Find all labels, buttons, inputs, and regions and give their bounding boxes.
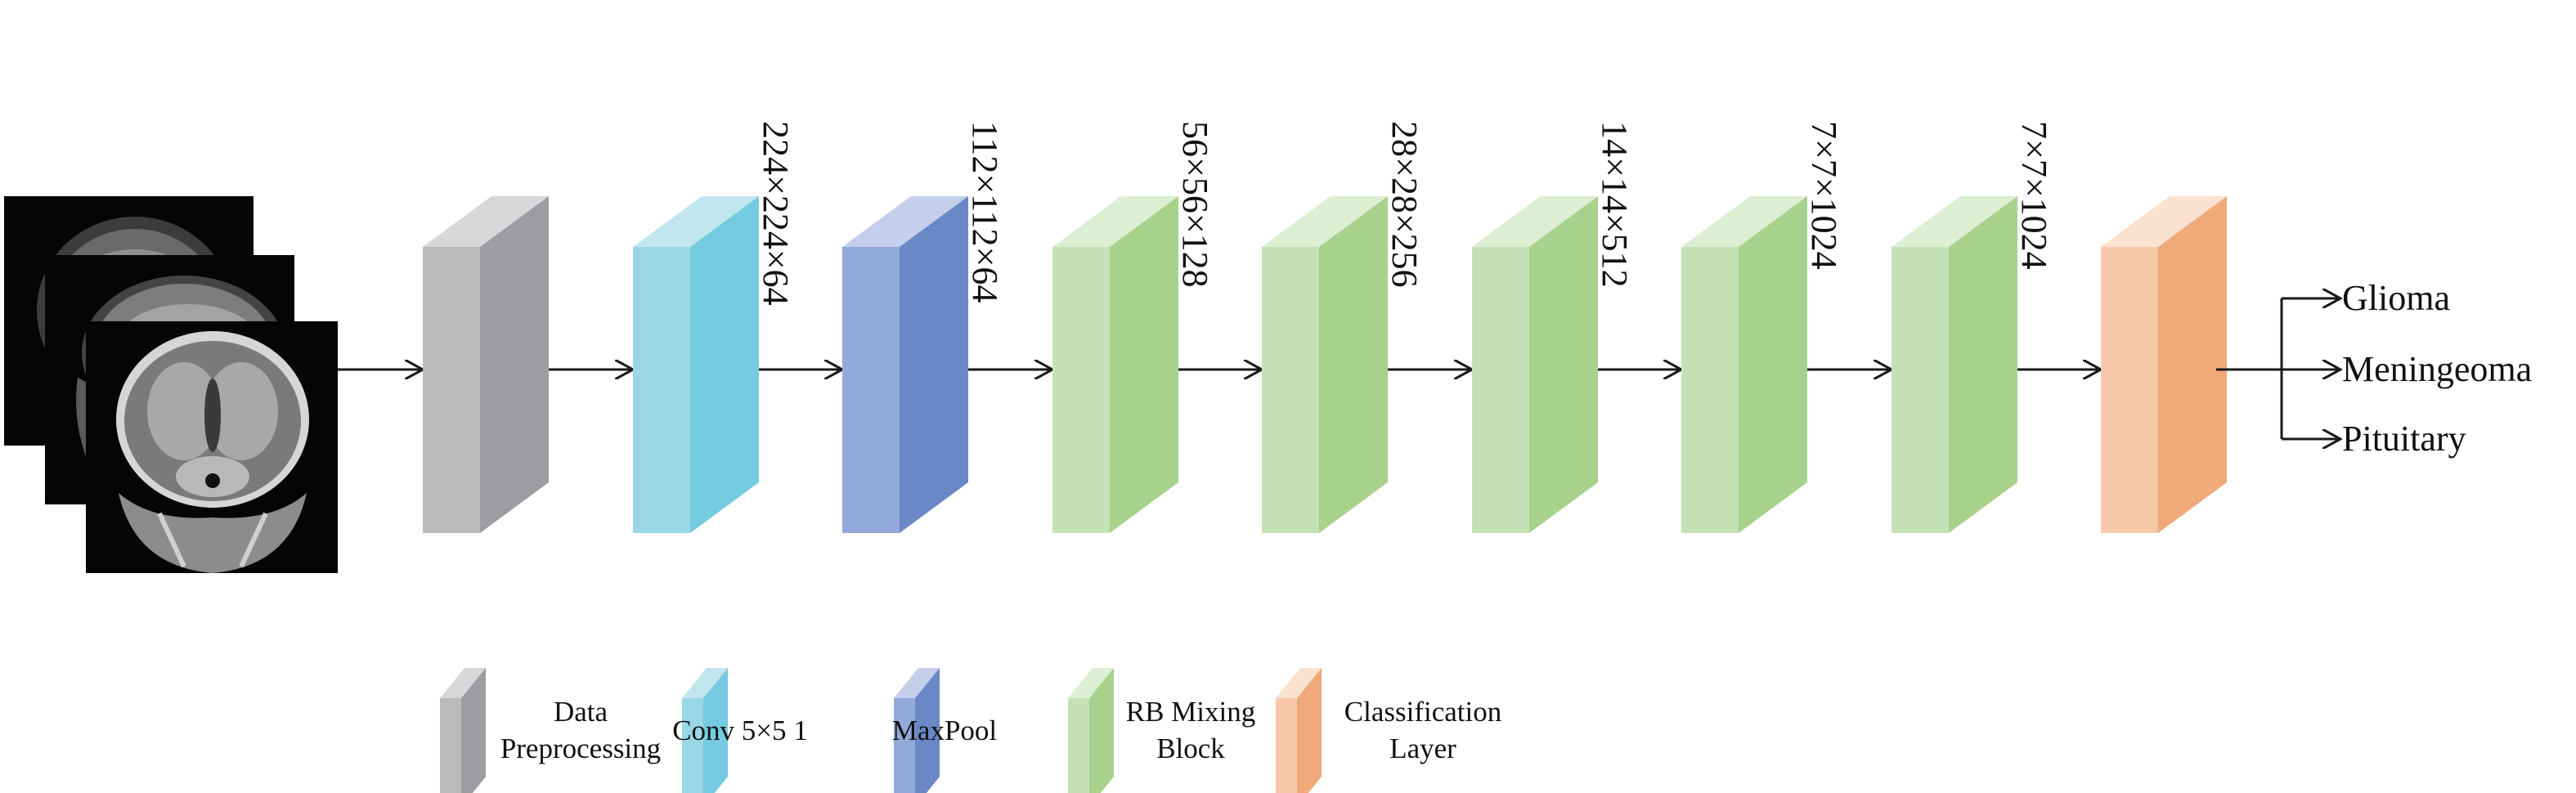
legend-label: Block	[1156, 733, 1225, 764]
legend-label: RB Mixing	[1126, 696, 1256, 728]
legend-swatch-cyan-side-face	[703, 668, 728, 793]
block-preprocessing	[423, 196, 549, 533]
block-rb-mixing-side-face	[1739, 196, 1807, 533]
legend-label: Data	[554, 696, 608, 728]
legend-swatch-cyan	[682, 668, 728, 793]
block-rb-mixing	[1052, 196, 1178, 533]
legend-swatch-green	[1068, 668, 1114, 793]
block-rb-mixing-side-face	[1110, 196, 1178, 533]
block-classification-top-face	[2101, 196, 2227, 247]
block-maxpool-side-face	[900, 196, 968, 533]
block-dims-label: 28×28×256	[1384, 121, 1425, 288]
block-dims-label: 112×112×64	[965, 121, 1005, 302]
block-classification	[2101, 196, 2227, 533]
block-rb-mixing	[1472, 196, 1598, 533]
block-rb-mixing-side-face	[1319, 196, 1388, 533]
output-label-pituitary: Pituitary	[2342, 419, 2466, 459]
legend-swatch-gray-side-face	[461, 668, 486, 793]
block-rb-mixing-top-face	[1472, 196, 1598, 247]
block-dims-label: 7×7×1024	[2014, 121, 2054, 270]
block-rb-mixing	[1681, 196, 1807, 533]
block-rb-mixing-top-face	[1262, 196, 1388, 247]
block-dims-label: 14×14×512	[1595, 121, 1635, 288]
legend-swatch-green-side-face	[1089, 668, 1114, 793]
block-rb-mixing-front-face	[1472, 247, 1529, 533]
output-label-meningeoma: Meningeoma	[2342, 349, 2532, 389]
block-preprocessing-front-face	[423, 247, 480, 533]
legend-swatch-orange	[1276, 668, 1322, 793]
block-dims-label: 56×56×128	[1175, 121, 1215, 288]
legend-label: MaxPool	[892, 715, 998, 746]
legend-swatch-cyan-top-face	[682, 668, 728, 698]
block-rb-mixing-side-face	[1529, 196, 1598, 533]
legend-swatch-gray	[440, 668, 486, 793]
legend-swatch-blue-side-face	[915, 668, 940, 793]
block-conv-top-face	[633, 196, 759, 247]
legend-label: Conv 5×5 1	[672, 715, 808, 746]
block-maxpool-top-face	[842, 196, 968, 247]
legend-swatch-gray-front-face	[440, 698, 461, 793]
block-rb-mixing-top-face	[1052, 196, 1178, 247]
block-rb-mixing-front-face	[1262, 247, 1319, 533]
block-rb-mixing-front-face	[1892, 247, 1949, 533]
block-preprocessing-top-face	[423, 196, 549, 247]
block-dims-label: 7×7×1024	[1804, 121, 1844, 270]
legend-swatch-blue-front-face	[894, 698, 915, 793]
legend-swatch-cyan-front-face	[682, 698, 703, 793]
block-conv-front-face	[633, 247, 690, 533]
legend-label: Preprocessing	[500, 733, 661, 764]
legend-swatch-gray-top-face	[440, 668, 486, 698]
legend-swatch-green-top-face	[1068, 668, 1114, 698]
legend-swatch-blue	[894, 668, 940, 793]
legend-label: Layer	[1389, 733, 1456, 764]
legend-swatch-green-front-face	[1068, 698, 1089, 793]
block-dims-label: 224×224×64	[756, 121, 796, 306]
block-preprocessing-side-face	[480, 196, 549, 533]
legend-swatch-blue-top-face	[894, 668, 940, 698]
block-rb-mixing-side-face	[1949, 196, 2017, 533]
block-rb-mixing-top-face	[1681, 196, 1807, 247]
block-maxpool-front-face	[842, 247, 900, 533]
block-classification-side-face	[2158, 196, 2227, 533]
block-rb-mixing	[1892, 196, 2017, 533]
block-rb-mixing-front-face	[1052, 247, 1110, 533]
block-conv-side-face	[690, 196, 759, 533]
block-classification-front-face	[2101, 247, 2158, 533]
block-rb-mixing-top-face	[1892, 196, 2017, 247]
block-rb-mixing-front-face	[1681, 247, 1739, 533]
legend-swatch-orange-side-face	[1297, 668, 1322, 793]
output-label-glioma: Glioma	[2342, 278, 2450, 318]
legend-label: Classification	[1344, 696, 1501, 728]
legend-swatch-orange-top-face	[1276, 668, 1322, 698]
block-maxpool	[842, 196, 968, 533]
block-rb-mixing	[1262, 196, 1388, 533]
block-conv	[633, 196, 759, 533]
mri-slice-front	[86, 321, 338, 573]
legend-swatch-orange-front-face	[1276, 698, 1297, 793]
